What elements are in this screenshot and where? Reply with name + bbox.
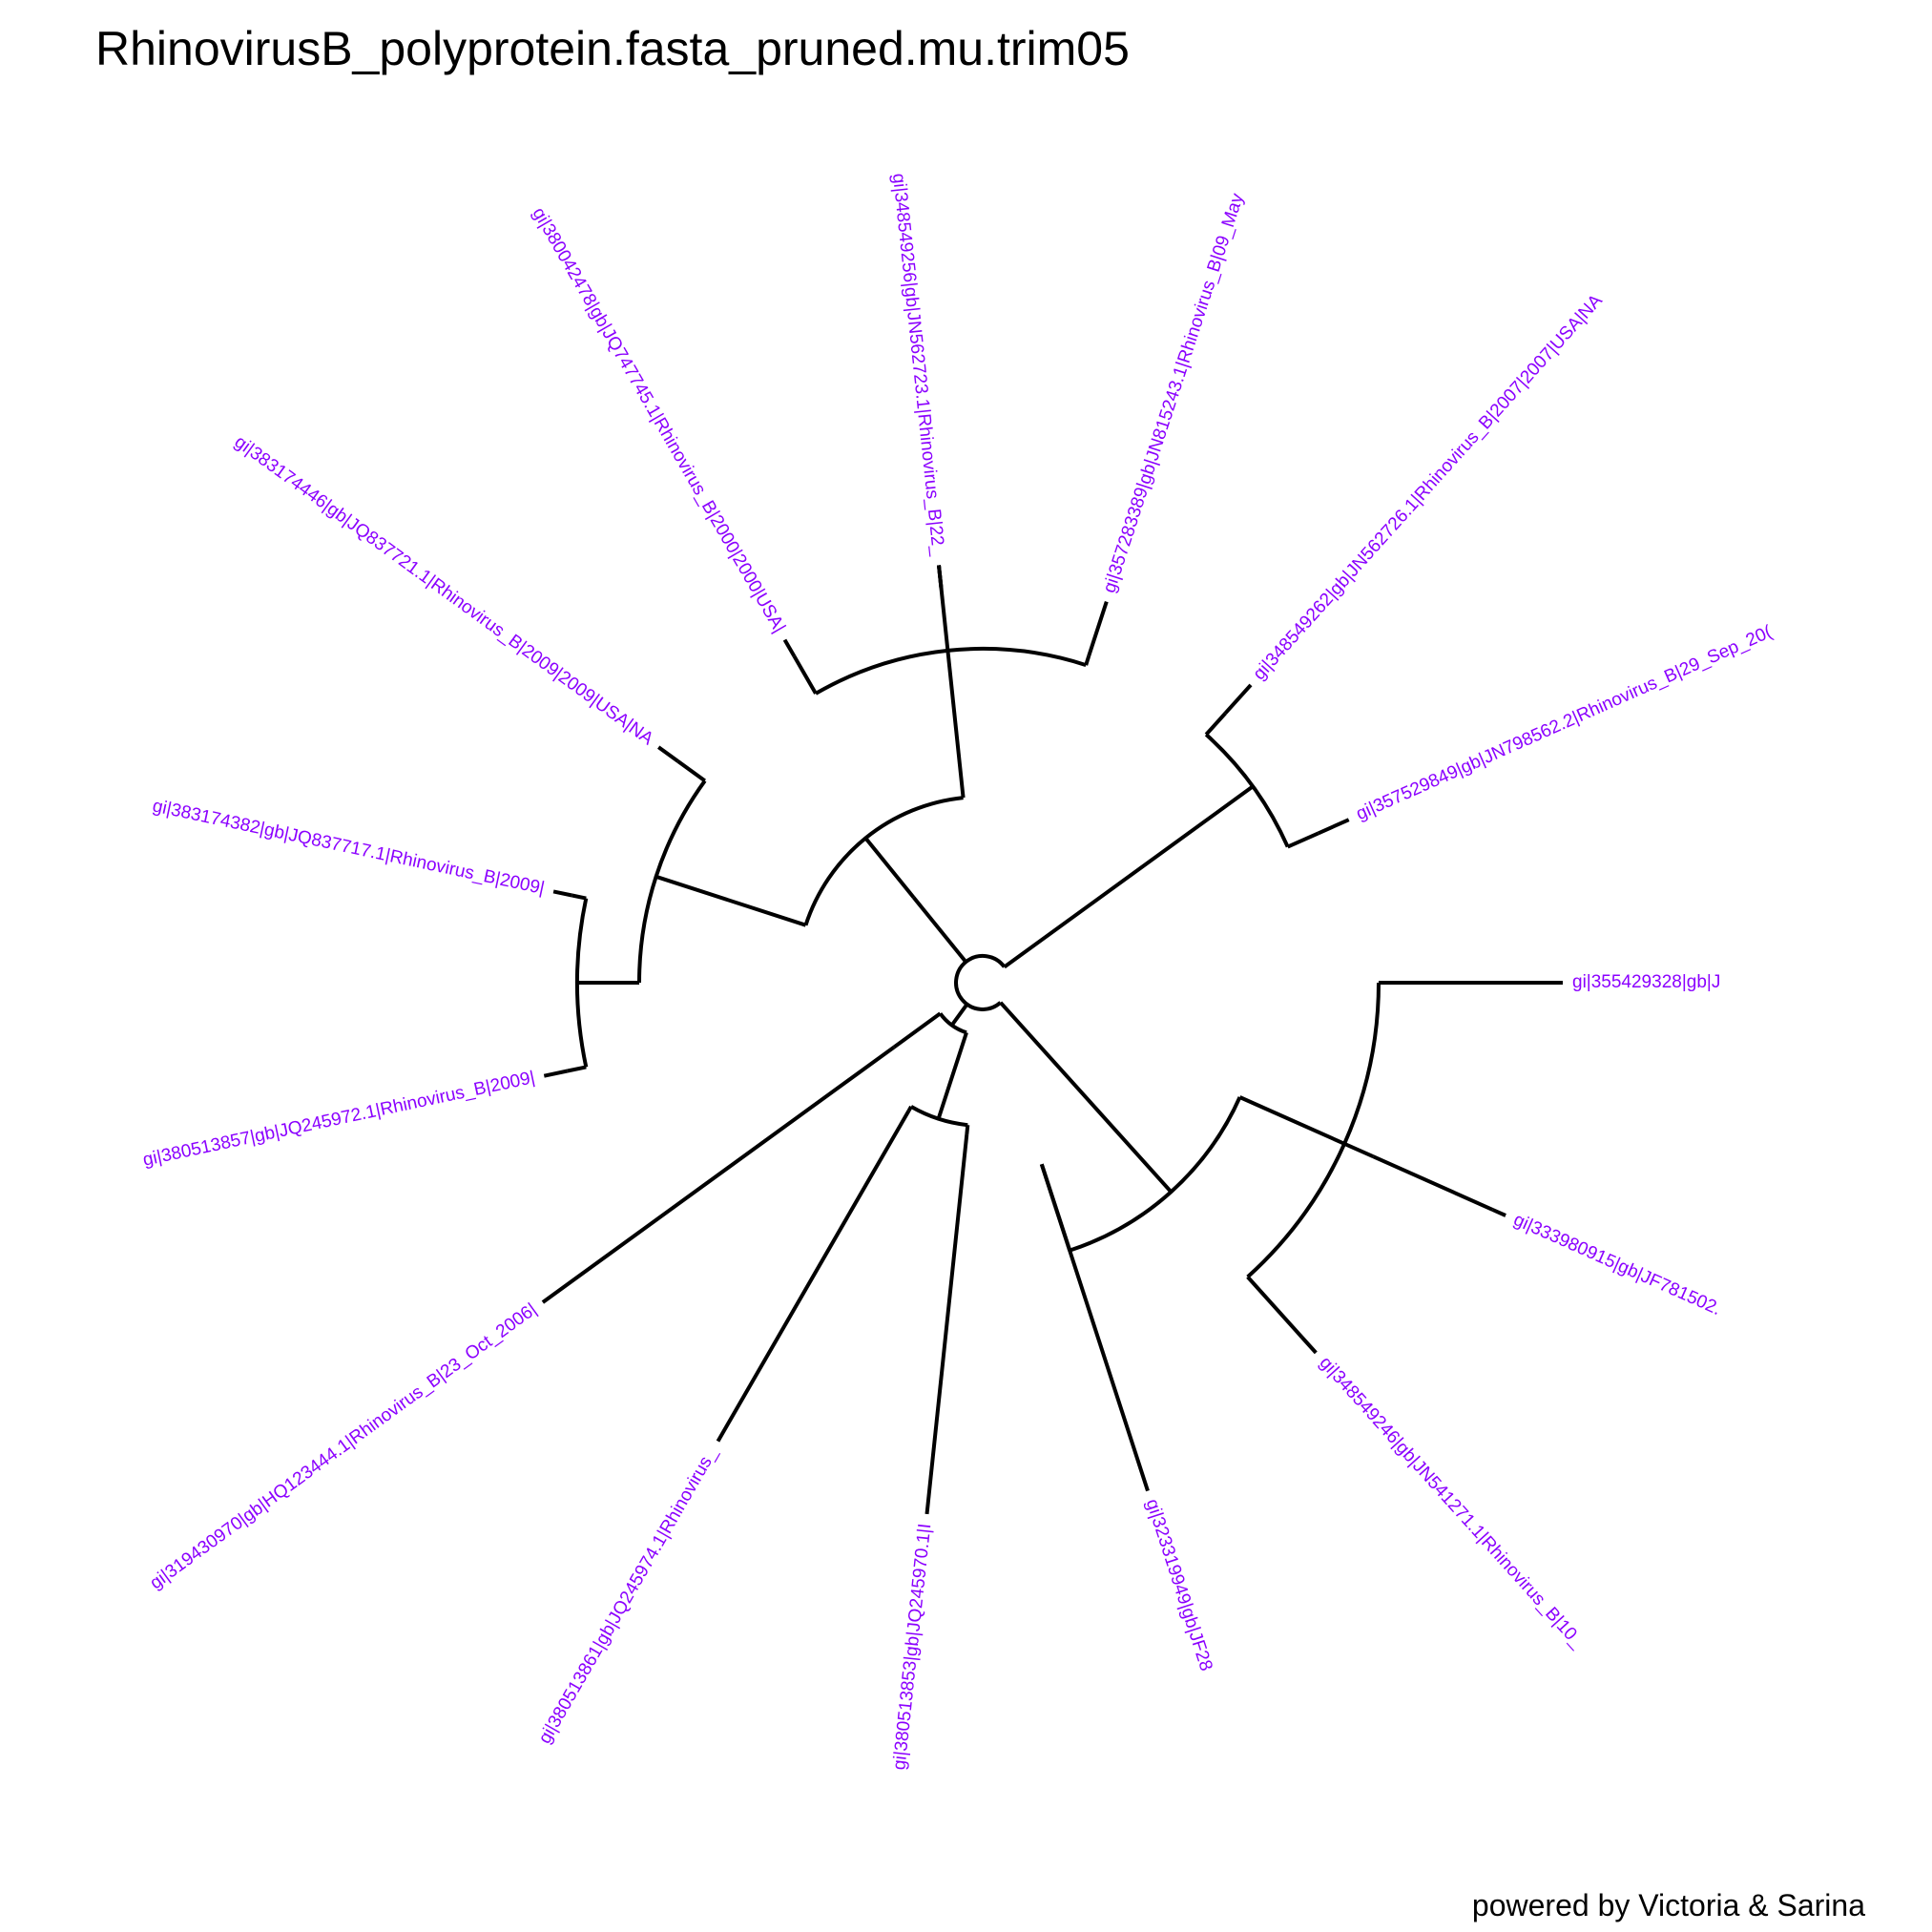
clade-arc-2 — [1069, 1096, 1242, 1253]
tip-label-t9: gi|383174382|gb|JQ837717.1|Rhinovirus_B|… — [151, 796, 547, 899]
clade-arc-8 — [575, 898, 589, 1068]
branch-7 — [1491, 1208, 1506, 1217]
branch-27 — [552, 889, 573, 898]
tip-label-t8: gi|380513857|gb|JQ245972.1|Rhinovirus_B|… — [141, 1068, 537, 1171]
tip-label-t2: gi|333980915|gb|JF781502. — [1510, 1210, 1724, 1319]
branch-16 — [906, 1105, 913, 1112]
branch-42 — [1317, 818, 1350, 836]
tree-branches — [541, 565, 1563, 1515]
tip-label-t12: gi|348549256|gb|JN562723.1|Rhinovirus_B|… — [888, 173, 948, 557]
branch-24 — [567, 1065, 587, 1073]
plot-title: RhinovirusB_polyprotein.fasta_pruned.mu.… — [95, 22, 1130, 75]
branch-18 — [892, 1011, 942, 1049]
tip-label-t5: gi|380513853|gb|JQ245970.1|I — [889, 1523, 935, 1771]
branch-14 — [965, 1124, 970, 1135]
branch-40 — [1223, 683, 1253, 715]
clade-arc-10 — [1204, 733, 1290, 848]
branch-6 — [1372, 1154, 1494, 1212]
tip-label-t10: gi|383174446|gb|JQ837721.1|Rhinovirus_B|… — [231, 432, 657, 750]
clade-arc-3 — [1246, 982, 1381, 1278]
branch-39 — [1204, 712, 1227, 737]
tip-label-t3: gi|348549246|gb|JN541271.1|Rhinovirus_B|… — [1316, 1353, 1588, 1652]
tip-label-t1: gi|355429328|gb|J — [1572, 972, 1720, 992]
branch-13 — [936, 1031, 968, 1120]
clade-arc-4 — [938, 1012, 967, 1035]
branch-32 — [782, 638, 797, 657]
clade-arc-6 — [803, 796, 964, 926]
branch-12 — [950, 1003, 969, 1027]
branch-22 — [654, 874, 807, 927]
branch-8 — [1246, 1276, 1304, 1339]
branch-19 — [541, 1045, 896, 1304]
clade-arc-1 — [954, 953, 1007, 1011]
branch-2 — [1238, 1095, 1345, 1146]
tip-label-t11: gi|380042478|gb|JQ747745.1|Rhinovirus_B|… — [529, 204, 790, 636]
branch-5 — [1343, 1141, 1375, 1159]
tip-label-t15: gi|357529849|gb|JN798562.2|Rhinovirus_B|… — [1353, 622, 1776, 825]
clade-arc-5 — [909, 1105, 968, 1128]
branch-9 — [1300, 1336, 1318, 1355]
tip-label-t13: gi|357283389|gb|JN815243.1|Rhinovirus_B|… — [1099, 191, 1248, 595]
branch-20 — [912, 896, 967, 964]
branch-29 — [657, 745, 679, 763]
credit-text: powered by Victoria & Sarina — [1472, 1888, 1865, 1922]
branch-36 — [1084, 654, 1091, 666]
branch-15 — [924, 1133, 969, 1515]
tip-label-t4: gi|323319949|gb|JF28 — [1142, 1497, 1216, 1673]
tip-label-t14: gi|348549262|gb|JN562726.1|Rhinovirus_B|… — [1250, 291, 1607, 685]
clade-arc-9 — [815, 646, 1087, 696]
branch-26 — [571, 893, 587, 901]
branch-31 — [792, 654, 818, 695]
tip-label-t6: gi|380513861|gb|JQ245974.1|Rhinovirus_ — [535, 1444, 722, 1747]
branch-38 — [1003, 784, 1255, 969]
branch-25 — [543, 1069, 569, 1078]
branch-30 — [945, 650, 966, 799]
branch-21 — [863, 837, 916, 899]
branch-41 — [1286, 831, 1319, 849]
branch-35 — [937, 565, 944, 590]
tip-label-t7: gi|319430970|gb|HQ123444.1|Rhinovirus_B|… — [146, 1299, 540, 1593]
branch-11 — [1039, 1163, 1150, 1492]
branch-17 — [716, 1110, 911, 1443]
clade-arc-7 — [637, 779, 707, 984]
branch-1 — [999, 1001, 1173, 1194]
branch-28 — [676, 759, 706, 783]
branch-37 — [1087, 600, 1109, 657]
